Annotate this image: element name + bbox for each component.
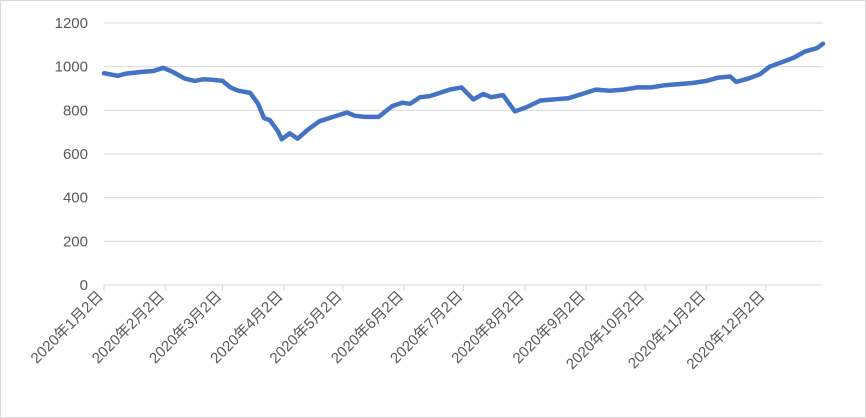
y-tick-label: 0 xyxy=(80,277,88,294)
y-tick-label: 800 xyxy=(63,102,88,119)
y-tick-label: 1200 xyxy=(55,15,88,32)
y-tick-label: 600 xyxy=(63,146,88,163)
y-tick-label: 200 xyxy=(63,233,88,250)
y-tick-label: 400 xyxy=(63,190,88,207)
y-tick-label: 1000 xyxy=(55,59,88,76)
line xyxy=(101,41,826,142)
